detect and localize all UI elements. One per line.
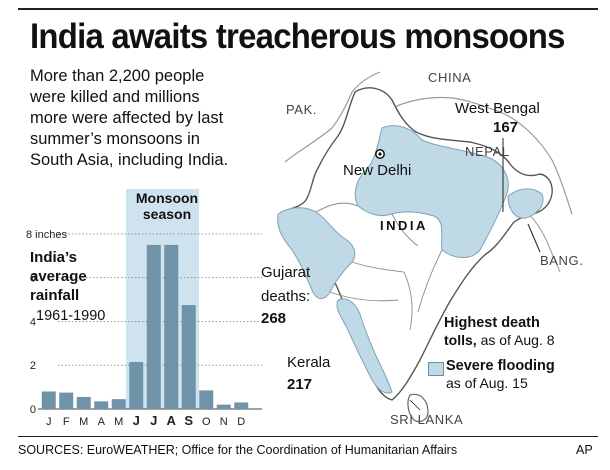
subtitle-line: more were affected by last [30, 109, 224, 127]
label-kerala: Kerala [287, 354, 331, 371]
legend-death-title: Highest death [444, 315, 540, 332]
bar [41, 391, 56, 409]
x-tick-label: J [133, 413, 140, 428]
x-tick-label: M [79, 416, 88, 428]
subtitle-line: were killed and millions [30, 88, 200, 106]
bar [129, 361, 144, 409]
x-tick-label: A [167, 413, 177, 428]
chart-title-line: India’s [30, 249, 77, 266]
flooded-northeast-region [507, 188, 544, 219]
monsoon-season-label: Monsoon season [127, 190, 207, 222]
label-bangladesh: BANG. [540, 253, 584, 268]
label-gujarat: Gujarat [261, 264, 311, 281]
x-tick-label: J [46, 416, 52, 428]
legend-death-subtitle: tolls, as of Aug. 8 [444, 332, 555, 349]
bar [164, 244, 179, 409]
bar [234, 402, 249, 409]
x-tick-label: J [150, 413, 157, 428]
label-nepal: NEPAL [465, 144, 510, 159]
page-title: India awaits treacherous monsoons [30, 17, 565, 56]
bar [181, 305, 196, 409]
x-tick-label: A [98, 416, 106, 428]
top-rule [18, 8, 598, 10]
gujarat-deaths: 268 [261, 310, 287, 327]
label-india: INDIA [380, 218, 428, 233]
bar [146, 244, 161, 409]
label-west-bengal: West Bengal [455, 100, 540, 117]
bar [94, 401, 109, 409]
chart-period: 1961-1990 [36, 308, 106, 324]
subtitle-line: summer’s monsoons in [30, 130, 200, 148]
subtitle-line: South Asia, including India. [30, 151, 229, 169]
flooded-gujarat-region [277, 207, 356, 299]
chart-title: India’s average rainfall [30, 248, 87, 305]
y-tick-label: 8 inches [26, 229, 67, 241]
monsoon-label-line: season [142, 206, 192, 222]
chart-title-line: rainfall [30, 287, 80, 304]
label-pakistan: PAK. [286, 102, 318, 117]
legend-death-title-line1: Highest death [444, 315, 540, 331]
label-new-delhi: New Delhi [343, 162, 412, 179]
x-tick-label: M [114, 416, 123, 428]
bar [199, 390, 214, 409]
kerala-deaths: 217 [287, 376, 313, 393]
china-border [391, 96, 501, 113]
x-tick-label: S [184, 413, 193, 428]
east-border [499, 111, 573, 215]
capital-marker-dot [378, 152, 382, 156]
bar [216, 404, 231, 409]
y-tick-label: 0 [30, 404, 36, 416]
legend-death-title-line2: tolls, [444, 332, 477, 348]
legend-flood-title: Severe flooding [446, 358, 555, 374]
legend-flood-swatch [428, 362, 444, 376]
x-tick-label: F [63, 416, 70, 428]
legend-flood-date: as of Aug. 15 [446, 375, 528, 391]
west-bengal-deaths: 167 [493, 119, 519, 136]
label-gujarat-deaths: deaths: [261, 288, 311, 305]
y-tick-label: 2 [30, 360, 36, 372]
sources-note: SOURCES: EuroWEATHER; Office for the Coo… [18, 443, 458, 457]
bar [76, 396, 91, 409]
bar [59, 392, 74, 409]
credit-label: AP [576, 443, 593, 457]
state-borders [315, 202, 443, 331]
y-tick-label: 6 [30, 273, 36, 285]
subtitle-line: More than 2,200 people [30, 67, 205, 85]
flooded-south-region [336, 298, 393, 394]
x-tick-label: O [202, 416, 211, 428]
label-sri-lanka: SRI LANKA [390, 412, 464, 427]
subtitle: More than 2,200 people were killed and m… [30, 66, 280, 171]
sri-lanka-pointer [409, 399, 421, 411]
bar [111, 399, 126, 409]
y-tick-label: 4 [30, 316, 36, 328]
bottom-rule [18, 436, 598, 437]
x-tick-label: D [237, 416, 245, 428]
legend-death-date: as of Aug. 8 [480, 332, 555, 348]
x-tick-label: N [220, 416, 228, 428]
label-china: CHINA [428, 70, 472, 85]
monsoon-label-line: Monsoon [135, 190, 199, 206]
pakistan-border [284, 71, 381, 163]
chart-title-line: average [30, 268, 87, 285]
bangladesh-pointer [527, 223, 541, 253]
